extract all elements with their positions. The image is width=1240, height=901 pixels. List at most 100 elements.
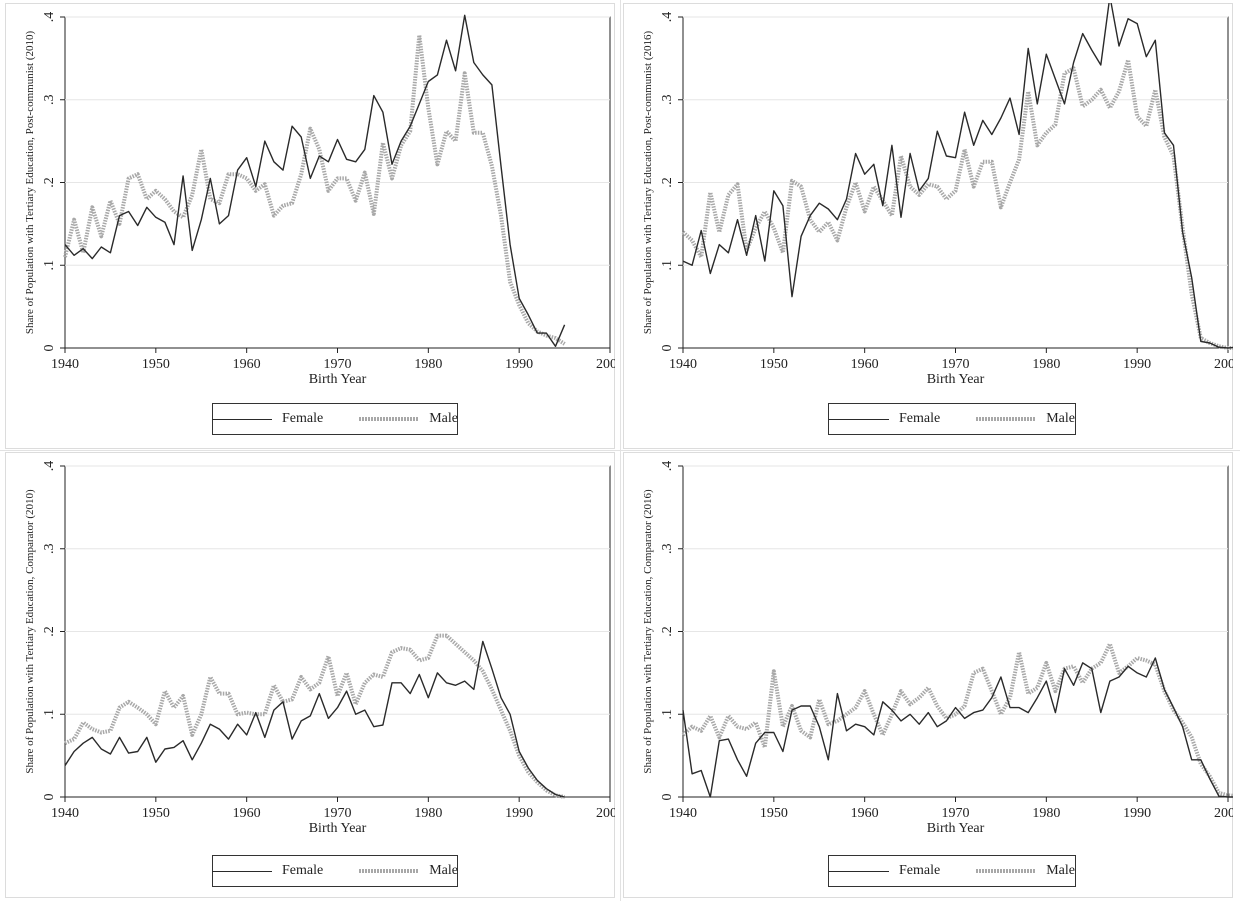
legend-label-female: Female: [282, 411, 324, 426]
chart-svg: 0 .1 .2 .3 .4 1940 1950 1960 1970 1980 1990 2000 Bir…: [5, 3, 615, 449]
legend-item-male: Male: [359, 863, 458, 879]
legend-swatch-female: [212, 870, 273, 872]
y-tick-label: .3: [660, 544, 675, 555]
x-tick-label: 1970: [942, 357, 970, 372]
y-tick-label: .4: [660, 12, 675, 23]
panel-frame: [623, 452, 1233, 898]
series-line-male: [64, 633, 565, 799]
x-tick-label: 1980: [1032, 806, 1060, 821]
legend-label-female: Female: [282, 863, 324, 878]
chart-legend: Female Male: [212, 403, 458, 435]
x-tick-label: 1990: [505, 806, 533, 821]
y-tick-label: .1: [42, 260, 57, 271]
series-line-male: [63, 33, 566, 346]
legend-swatch-male: [976, 417, 1037, 421]
x-axis-title: Birth Year: [927, 821, 985, 836]
series-line-male: [681, 58, 1233, 350]
y-axis-title: Share of Population with Tertiary Educat…: [24, 489, 36, 774]
y-tick-label: .4: [42, 461, 57, 472]
legend-label-female: Female: [899, 411, 941, 426]
legend-label-male: Male: [429, 863, 458, 878]
x-tick-label: 2000: [596, 357, 615, 372]
panel-divider-horizontal: [0, 450, 1240, 451]
x-tick-label: 1940: [669, 806, 697, 821]
y-tick-label: .3: [42, 95, 57, 106]
chart-panel-postcommunist-2010: 0 .1 .2 .3 .4 1940 1950 1960 1970 1980 1990 2000 Bir…: [5, 3, 615, 449]
legend-item-female: Female: [829, 863, 940, 879]
x-tick-label: 1960: [233, 806, 261, 821]
y-tick-label: 0: [42, 345, 57, 352]
y-tick-label: 0: [660, 345, 675, 352]
legend-swatch-female: [829, 870, 890, 872]
legend-item-female: Female: [212, 411, 323, 427]
x-axis-title: Birth Year: [309, 821, 367, 836]
y-tick-label: .2: [42, 177, 57, 188]
series-line-female: [682, 657, 1233, 798]
x-tick-label: 1940: [669, 357, 697, 372]
legend-item-female: Female: [212, 863, 323, 879]
x-tick-label: 2000: [596, 806, 615, 821]
chart-legend: Female Male: [828, 855, 1076, 887]
y-tick-label: .1: [660, 260, 675, 271]
series-line-female: [64, 14, 566, 347]
legend-item-male: Male: [976, 411, 1075, 427]
x-tick-label: 1960: [233, 357, 261, 372]
y-tick-label: .2: [42, 626, 57, 637]
y-tick-label: .4: [42, 12, 57, 23]
legend-swatch-male: [359, 869, 420, 873]
legend-item-male: Male: [359, 411, 458, 427]
x-tick-label: 1940: [51, 806, 79, 821]
legend-label-male: Male: [1046, 863, 1075, 878]
y-tick-label: .1: [42, 709, 57, 720]
legend-label-male: Male: [429, 411, 458, 426]
chart-svg: 0 .1 .2 .3 .4 1940 1950 1960 1970 1980 1990 2000 Bir…: [5, 452, 615, 898]
x-tick-label: 1950: [760, 357, 788, 372]
panel-frame: [623, 3, 1233, 449]
legend-item-female: Female: [829, 411, 940, 427]
x-tick-label: 1960: [851, 357, 879, 372]
legend-swatch-female: [829, 418, 890, 420]
y-tick-label: 0: [660, 794, 675, 801]
x-tick-label: 1950: [142, 357, 170, 372]
x-tick-label: 1950: [760, 806, 788, 821]
panel-frame: [5, 3, 615, 449]
chart-panel-comparator-2010: 0 .1 .2 .3 .4 1940 1950 1960 1970 1980 1990 2000 Bir…: [5, 452, 615, 898]
legend-swatch-male: [976, 869, 1037, 873]
y-axis-title: Share of Population with Tertiary Educat…: [642, 31, 654, 335]
panel-frame: [5, 452, 615, 898]
legend-swatch-female: [212, 418, 273, 420]
chart-legend: Female Male: [828, 403, 1076, 435]
chart-panel-postcommunist-2016: 0 .1 .2 .3 .4 1940 1950 1960 1970 1980 1990 2000 Bir…: [623, 3, 1233, 449]
x-tick-label: 1990: [1123, 806, 1151, 821]
legend-label-male: Male: [1046, 411, 1075, 426]
chart-panel-comparator-2016: 0 .1 .2 .3 .4 1940 1950 1960 1970 1980 1990 2000 Bir…: [623, 452, 1233, 898]
x-tick-label: 1990: [505, 357, 533, 372]
y-axis-title: Share of Population with Tertiary Educat…: [642, 489, 654, 774]
y-tick-label: .2: [660, 177, 675, 188]
chart-svg: 0 .1 .2 .3 .4 1940 1950 1960 1970 1980 1990 2000 Bir…: [623, 3, 1233, 449]
legend-item-male: Male: [976, 863, 1075, 879]
x-tick-label: 2000: [1214, 806, 1233, 821]
x-axis-title: Birth Year: [927, 372, 985, 387]
legend-swatch-male: [359, 417, 420, 421]
chart-legend: Female Male: [212, 855, 458, 887]
x-tick-label: 1970: [324, 806, 352, 821]
x-tick-label: 1980: [414, 806, 442, 821]
x-tick-label: 1940: [51, 357, 79, 372]
x-tick-label: 1970: [324, 357, 352, 372]
y-tick-label: .3: [660, 95, 675, 106]
y-tick-label: .4: [660, 461, 675, 472]
y-tick-label: 0: [42, 794, 57, 801]
y-tick-label: .3: [42, 544, 57, 555]
chart-svg: 0 .1 .2 .3 .4 1940 1950 1960 1970 1980 1990 2000 Bir…: [623, 452, 1233, 898]
legend-label-female: Female: [899, 863, 941, 878]
y-tick-label: .2: [660, 626, 675, 637]
y-axis-title: Share of Population with Tertiary Educat…: [24, 31, 36, 335]
series-line-female: [682, 3, 1233, 349]
x-tick-label: 1980: [414, 357, 442, 372]
x-tick-label: 2000: [1214, 357, 1233, 372]
x-tick-label: 1980: [1032, 357, 1060, 372]
x-tick-label: 1990: [1123, 357, 1151, 372]
x-axis-title: Birth Year: [309, 372, 367, 387]
x-tick-label: 1960: [851, 806, 879, 821]
